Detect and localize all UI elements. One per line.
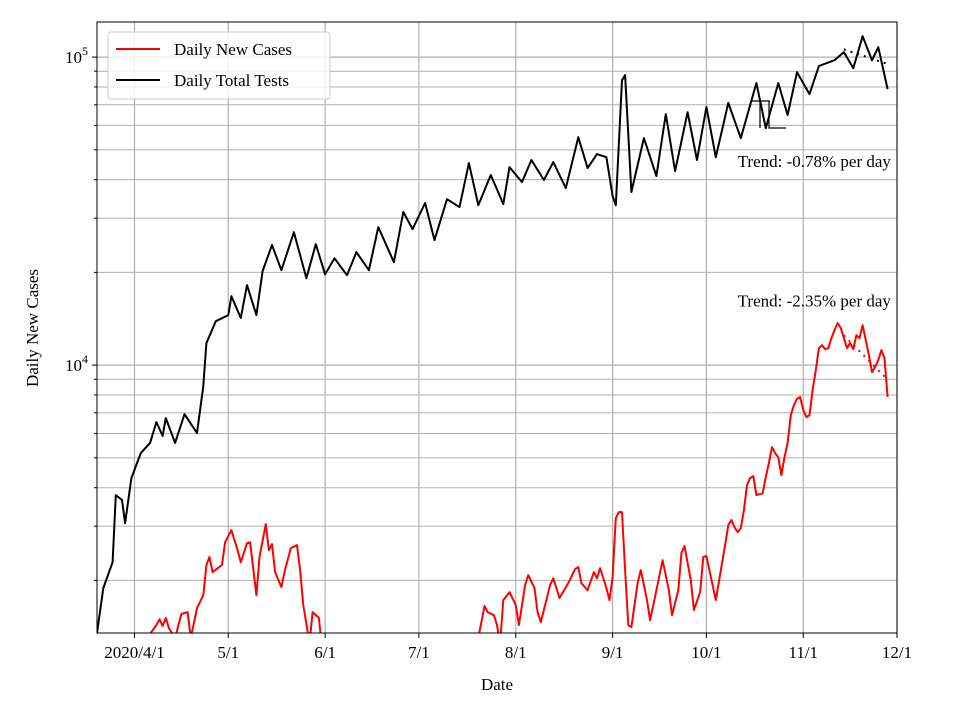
series-line-cases (149, 322, 889, 633)
x-tick-label: 10/1 (691, 643, 721, 662)
trend-line-tests (843, 48, 888, 65)
trend-annotation: Trend: -0.78% per day (738, 152, 892, 171)
x-axis-label: Date (481, 675, 513, 694)
series-lines (97, 35, 889, 633)
x-tick-label: 5/1 (217, 643, 239, 662)
annotations: Trend: -0.78% per day Trend: -2.35% per d… (738, 152, 892, 311)
y-tick-label: 104 (65, 352, 88, 375)
x-tick-label: 2020/4/1 (104, 643, 164, 662)
axis-ticks: 104 105 2020/4/1 5/1 6/1 7/1 8/1 9/1 10/1 11/1 12/… (65, 44, 912, 662)
series-line-tests (97, 35, 889, 633)
trend-annotation: Trend: -2.35% per day (738, 291, 892, 310)
gridlines (97, 22, 898, 633)
overlapping-glyph-artifact (751, 100, 786, 129)
legend: Daily New Cases Daily Total Tests (107, 31, 331, 100)
legend-box (107, 31, 331, 100)
x-tick-label: 7/1 (408, 643, 430, 662)
plot-frame (96, 21, 898, 634)
x-tick-label: 9/1 (602, 643, 624, 662)
y-axis-label: Daily New Cases (23, 269, 42, 387)
legend-label-tests: Daily Total Tests (174, 71, 289, 90)
x-tick-label: 6/1 (314, 643, 336, 662)
x-tick-label: 8/1 (505, 643, 527, 662)
x-tick-label: 11/1 (788, 643, 818, 662)
y-tick-label: 105 (65, 44, 88, 67)
x-tick-label: 12/1 (882, 643, 912, 662)
legend-label-cases: Daily New Cases (174, 40, 292, 59)
